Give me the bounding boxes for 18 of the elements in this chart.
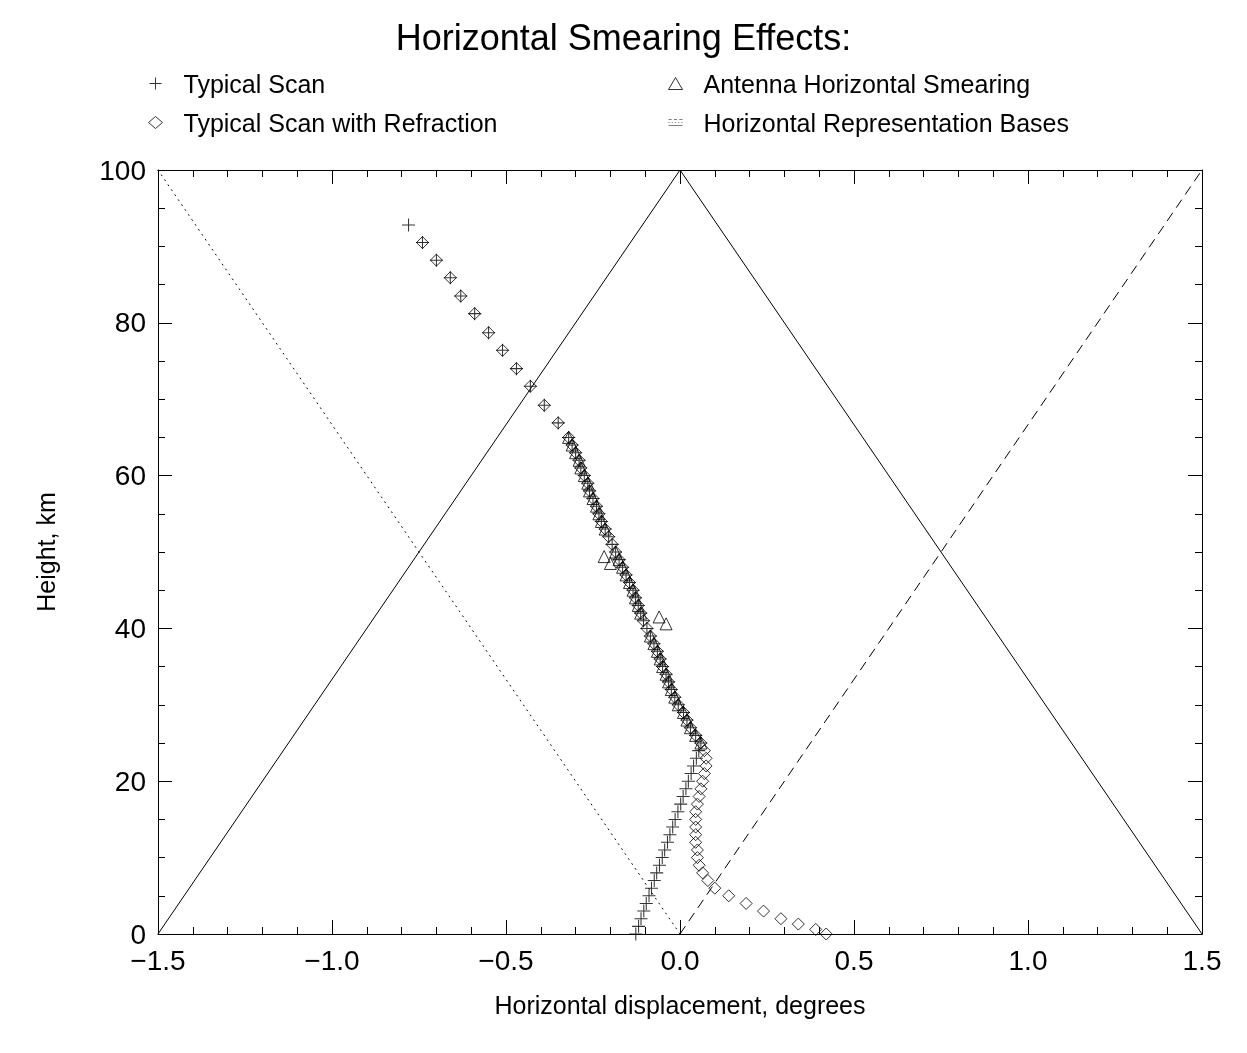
y-tick-label: 20 [114,765,146,797]
chart-title: Horizontal Smearing Effects: [395,16,852,58]
y-tick-label: 100 [99,154,146,186]
legend-label: Horizontal Representation Bases [703,108,1069,137]
x-tick-label: −0.5 [478,944,534,976]
legend-label: Typical Scan [183,69,326,98]
y-tick-label: 60 [114,460,146,492]
legend-label: Antenna Horizontal Smearing [703,69,1031,98]
x-tick-label: 1.0 [1008,944,1048,976]
x-tick-label: 0.5 [834,944,874,976]
y-tick-label: 80 [114,307,146,339]
y-tick-label: 40 [114,612,146,644]
x-tick-label: −1.0 [304,944,360,976]
x-tick-label: 0.0 [660,944,700,976]
x-axis-title: Horizontal displacement, degrees [494,990,866,1019]
y-axis-title: Height, km [31,492,60,612]
legend-label: Typical Scan with Refraction [183,108,498,137]
x-tick-label: 1.5 [1182,944,1222,976]
